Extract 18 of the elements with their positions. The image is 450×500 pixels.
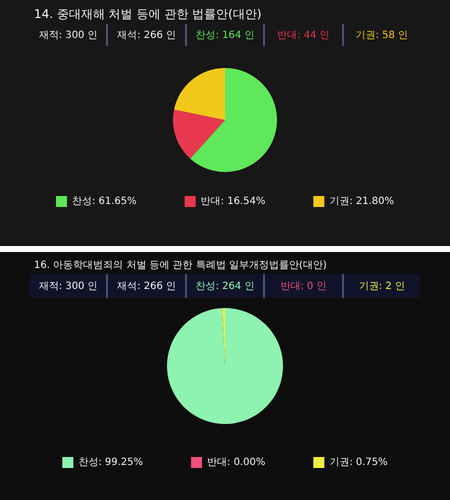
legend-label: 기권: 21.80% [329,196,394,207]
text: 재석: 266 인 [106,24,185,46]
text: 기권: 58 인 [342,24,420,46]
chart-title: 14. 중대재해 처벌 등에 관한 법률안(대안) [34,6,262,23]
legend-label: 기권: 0.75% [329,457,388,468]
text: 재석: 266 인 [106,274,185,298]
text: 기권: 2 인 [342,274,420,298]
text: 반대: 0 인 [263,274,342,298]
text: 재적: 300 인 [38,280,99,294]
legend-label: 찬성: 99.25% [78,457,144,468]
legend-label: 찬성: 61.65% [72,196,137,207]
text: 찬성: 264 인 [184,274,264,298]
text: 재적: 300 인 [38,29,99,43]
text: 찬성: 164 인 [184,24,264,46]
text: 반대: 44 인 [263,24,342,46]
legend-label: 반대: 0.00% [207,457,266,468]
chart-title: 16. 아동학대범죄의 처벌 등에 관한 특례법 일부개정법률안(대안) [34,259,327,272]
legend-label: 반대: 16.54% [200,196,266,207]
